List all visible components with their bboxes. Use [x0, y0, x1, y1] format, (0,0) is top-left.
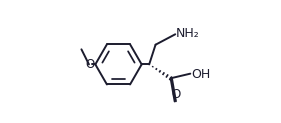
- Text: OH: OH: [191, 68, 211, 81]
- Text: NH₂: NH₂: [176, 27, 200, 40]
- Text: O: O: [85, 58, 95, 71]
- Text: O: O: [171, 88, 180, 101]
